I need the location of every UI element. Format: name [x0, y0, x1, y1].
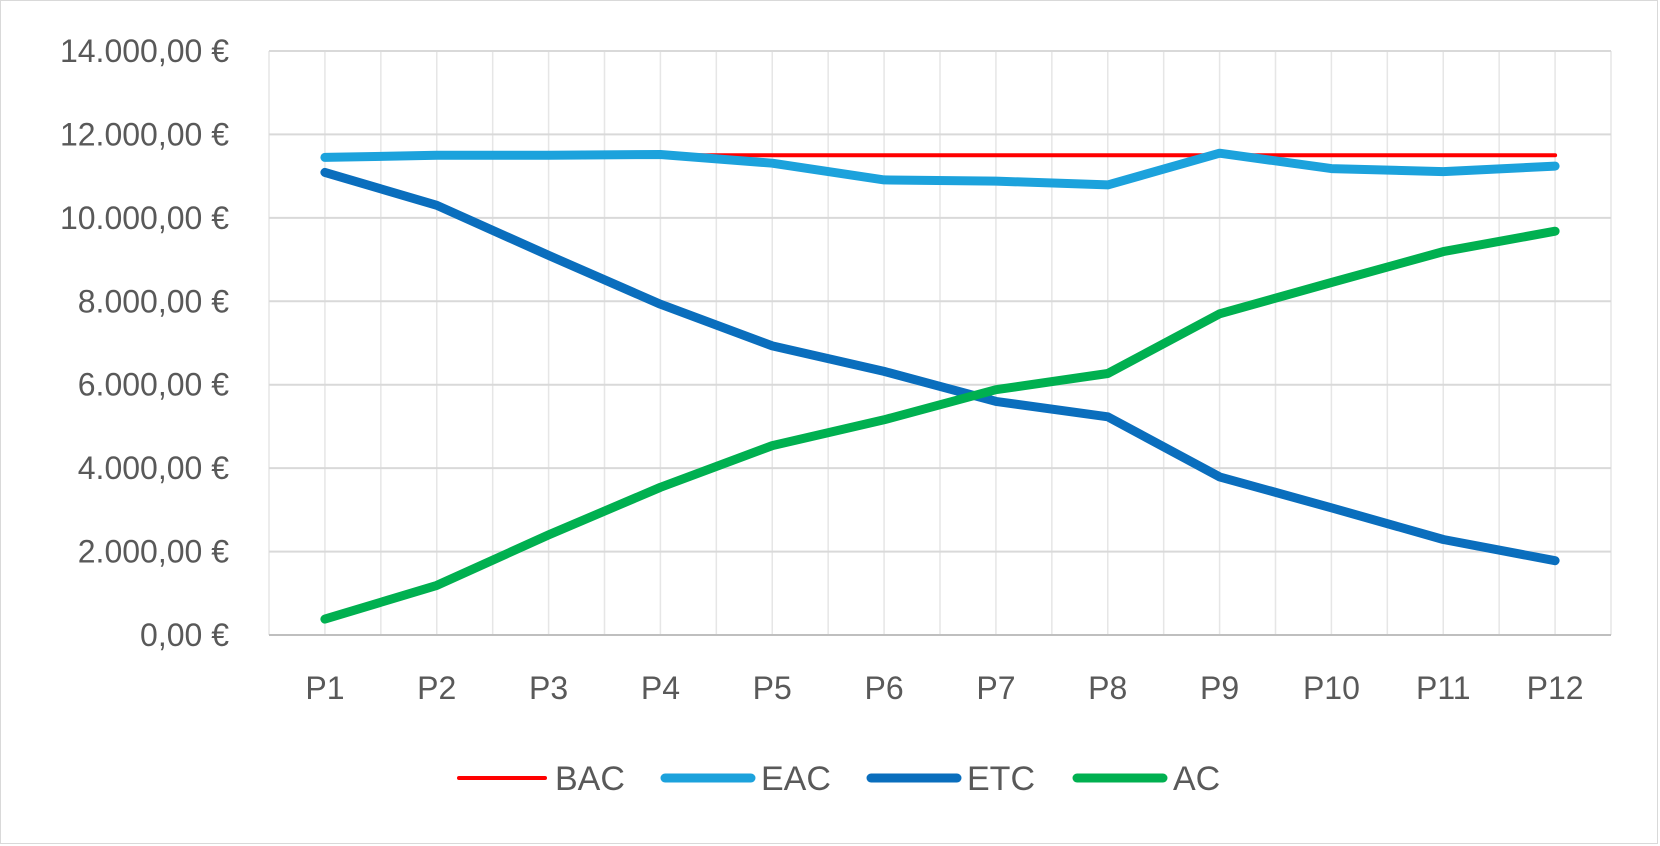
x-tick-label: P10	[1303, 670, 1360, 706]
series-line-etc	[320, 167, 1560, 566]
legend: BAC EAC ETC AC	[457, 760, 1220, 798]
legend-label-bac: BAC	[555, 760, 625, 798]
y-tick-label: 0,00 €	[140, 617, 229, 653]
y-tick-label: 12.000,00 €	[60, 116, 229, 152]
y-tick-label: 4.000,00 €	[78, 450, 229, 486]
x-tick-label: P3	[529, 670, 568, 706]
x-tick-label: P6	[865, 670, 904, 706]
x-tick-label: P11	[1416, 670, 1471, 706]
y-tick-label: 8.000,00 €	[78, 283, 229, 319]
y-tick-label: 6.000,00 €	[78, 367, 229, 403]
x-tick-label: P7	[976, 670, 1015, 706]
legend-label-ac: AC	[1173, 760, 1220, 798]
series-line-ac	[320, 226, 1560, 624]
series-lines	[320, 148, 1560, 624]
y-tick-label: 14.000,00 €	[60, 33, 229, 69]
x-tick-label: P2	[417, 670, 456, 706]
legend-label-eac: EAC	[761, 760, 831, 798]
x-tick-label: P8	[1088, 670, 1127, 706]
x-tick-label: P12	[1527, 670, 1584, 706]
x-axis-tick-labels: P1 P2 P3 P4 P5 P6 P7 P8 P9 P10 P11 P12	[305, 670, 1583, 706]
x-tick-label: P9	[1200, 670, 1239, 706]
series-line-eac	[320, 148, 1560, 190]
legend-label-etc: ETC	[967, 760, 1035, 798]
x-tick-label: P1	[305, 670, 344, 706]
x-tick-label: P5	[753, 670, 792, 706]
y-axis-tick-labels: 0,00 € 2.000,00 € 4.000,00 € 6.000,00 € 8.00…	[60, 33, 229, 653]
y-tick-label: 2.000,00 €	[78, 534, 229, 570]
gridlines	[268, 50, 1612, 636]
x-tick-label: P4	[641, 670, 680, 706]
y-tick-label: 10.000,00 €	[60, 200, 229, 236]
